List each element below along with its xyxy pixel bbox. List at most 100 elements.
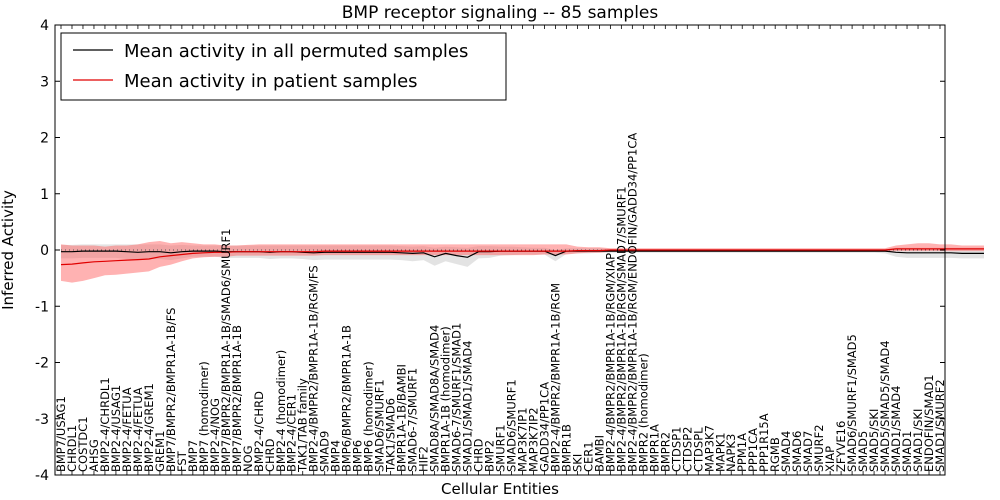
x-category-label: SMAD1 <box>900 431 914 472</box>
x-category-label: SMAD9 <box>318 431 332 472</box>
legend-box <box>60 32 507 101</box>
x-category-label: BMP2-4/CHRDL1 <box>98 377 112 472</box>
x-axis-ticks <box>60 25 941 475</box>
x-category-label: CHRD <box>472 438 486 472</box>
x-category-label: CER1 <box>581 441 595 472</box>
x-category-label: BMP2-4/BMPR2/BMPR1A-1B/RGM/SMAD7/SMURF1 <box>614 186 628 472</box>
x-category-label: ENDOFIN/SMAD1 <box>922 374 936 472</box>
x-category-label: BMP7/BMPR2/BMPR1A-1B/FS <box>164 308 178 472</box>
y-tick-label: -1 <box>35 299 49 315</box>
x-category-label: BMP7/BMPR2/BMPR1A-1B <box>230 325 244 472</box>
y-tick-label: 3 <box>40 74 49 90</box>
x-category-label: BMP2-4/BMPR2/BMPR1A-1B/RGM/FS <box>307 265 321 472</box>
x-category-label: BMP7/USAG1 <box>54 396 68 472</box>
x-category-label: SMAD6-7/SMURF1 <box>406 368 420 472</box>
x-category-labels: BMP7/USAG1CHRDL1COSTDC1AHSGBMP2-4/CHRDL1… <box>54 133 947 473</box>
legend: Mean activity in all permuted samples Me… <box>60 32 507 101</box>
x-category-label: FST <box>175 450 189 472</box>
patient-mean-line <box>60 248 984 266</box>
legend-label-permuted: Mean activity in all permuted samples <box>124 41 468 62</box>
x-category-label: XIAP <box>823 446 837 472</box>
y-tick-label: -4 <box>35 468 49 484</box>
x-category-label: BMP2-4/BMPR2/BMPR1A-1B/RGM/ENDOFIN/GADD3… <box>625 133 639 472</box>
x-category-label: BMP6/BMPR2/BMPR1A-1B <box>340 325 354 472</box>
y-axis-ticks: -4 -3 -2 -1 0 1 2 3 4 <box>35 18 945 484</box>
x-category-label: CHRD <box>263 438 277 472</box>
x-category-label: NAPK3 <box>724 434 738 472</box>
x-category-label: SMAD6 <box>790 431 804 472</box>
x-category-label: BMP2-4/FETUA <box>131 387 145 472</box>
x-category-label: SMAD1/SMAD1/SMAD4 <box>461 340 475 472</box>
x-category-label: BMPR2 (homodimer) <box>636 353 650 472</box>
x-category-label: BMP2-4 (homodimer) <box>274 350 288 472</box>
x-category-label: SMAD5/SMAD5/SMAD4 <box>878 340 892 472</box>
y-tick-label: 4 <box>40 18 49 34</box>
x-category-label: SKI <box>570 454 584 472</box>
x-category-label: BMP2-4/NOG <box>208 398 222 472</box>
legend-label-patient: Mean activity in patient samples <box>124 71 418 92</box>
x-category-label: BMPR1A-1B (homodimer) <box>439 326 453 472</box>
x-category-label: NOG <box>241 445 255 472</box>
y-tick-label: -2 <box>35 356 49 372</box>
x-category-label: BMP6 (homodimer) <box>362 361 376 472</box>
x-category-label: RGMB <box>768 437 782 472</box>
x-category-label: BMP2-4/GREM1 <box>142 383 156 472</box>
x-category-label: CTDSP2 <box>680 427 694 472</box>
x-category-label: BMPR1B <box>559 424 573 472</box>
chart-title: BMP receptor signaling -- 85 samples <box>342 3 659 23</box>
x-category-label: SMAD6/SMURF1 <box>505 379 519 472</box>
patient-band <box>61 241 984 283</box>
x-category-label: BMPR2 <box>658 432 672 472</box>
x-category-label: MAPK1 <box>713 432 727 472</box>
x-category-label: SMAD1/SMURF2 <box>933 379 947 472</box>
x-category-label: BMPR1A <box>647 424 661 472</box>
y-tick-label: 1 <box>40 187 49 203</box>
x-category-label: PPP1R15A <box>757 413 771 472</box>
x-category-label: CTDSP1 <box>669 427 683 472</box>
x-category-label: SMAD8A/SMAD8A/SMAD4 <box>428 325 442 472</box>
x-category-label: SMAD1/SMAD4 <box>889 386 903 472</box>
y-tick-label: -3 <box>35 412 49 428</box>
x-category-label: SMAD1/SKI <box>911 409 925 472</box>
x-category-label: GADD34/PP1CA <box>538 382 552 472</box>
x-category-label: MAP3K7 <box>702 425 716 472</box>
x-category-label: BMP7/BMPR2/BMPR1A-1B/SMAD6/SMURF1 <box>219 229 233 472</box>
y-tick-label: 2 <box>40 131 49 147</box>
x-axis-title: Cellular Entities <box>441 480 559 498</box>
x-category-label: BMPR1A-1B/BAMBI <box>395 364 409 472</box>
x-category-label: BMP2-4/FETUA <box>120 387 134 472</box>
x-category-label: BMP2-4/CHRD <box>252 391 266 472</box>
y-axis-title: Inferred Activity <box>0 190 17 310</box>
series-lines <box>60 248 984 266</box>
confidence-bands <box>61 241 984 283</box>
x-category-label: SMAD7 <box>801 431 815 472</box>
x-category-label: BMP2-4/BMPR2/BMPR1A-1B/RGM/XIAP <box>603 253 617 472</box>
x-category-label: SMAD5 <box>856 431 870 472</box>
x-category-label: SMAD5/SKI <box>867 409 881 472</box>
x-category-label: BMP2-4/USAG1 <box>109 385 123 472</box>
x-category-label: MAP3K7IP2 <box>527 407 541 472</box>
x-category-label: AHSG <box>87 439 101 472</box>
x-category-label: BMP4 <box>329 440 343 472</box>
x-category-label: SMAD6/SMURF1 <box>373 379 387 472</box>
x-category-label: ZFYVE16 <box>834 421 848 472</box>
x-category-label: BMP2 <box>483 440 497 472</box>
x-category-label: SMURF1 <box>494 424 508 472</box>
x-category-label: TAK1/TAB family <box>296 378 310 473</box>
x-category-label: SMURF2 <box>812 424 826 472</box>
x-category-label: BMP2-4/BMPR2/BMPR1A-1B/RGM <box>548 283 562 472</box>
x-category-label: BAMBI <box>592 435 606 472</box>
x-category-label: PPM1A <box>735 433 749 472</box>
x-category-label: TAK1/SMAD6 <box>384 398 398 473</box>
x-category-label: CTDSPL <box>691 427 705 472</box>
x-category-label: GREM1 <box>153 431 167 472</box>
x-category-label: BMP7 (homodimer) <box>197 361 211 472</box>
x-category-label: SMAD6/SMURF1/SMAD5 <box>845 334 859 472</box>
x-category-label: CHRDL1 <box>65 425 79 472</box>
x-category-label: SMAD4 <box>779 431 793 472</box>
x-category-label: BMP7 <box>186 440 200 472</box>
y-tick-label: 0 <box>40 243 49 259</box>
x-category-label: BMP6 <box>351 440 365 472</box>
x-category-label: PPP1CA <box>746 428 760 472</box>
